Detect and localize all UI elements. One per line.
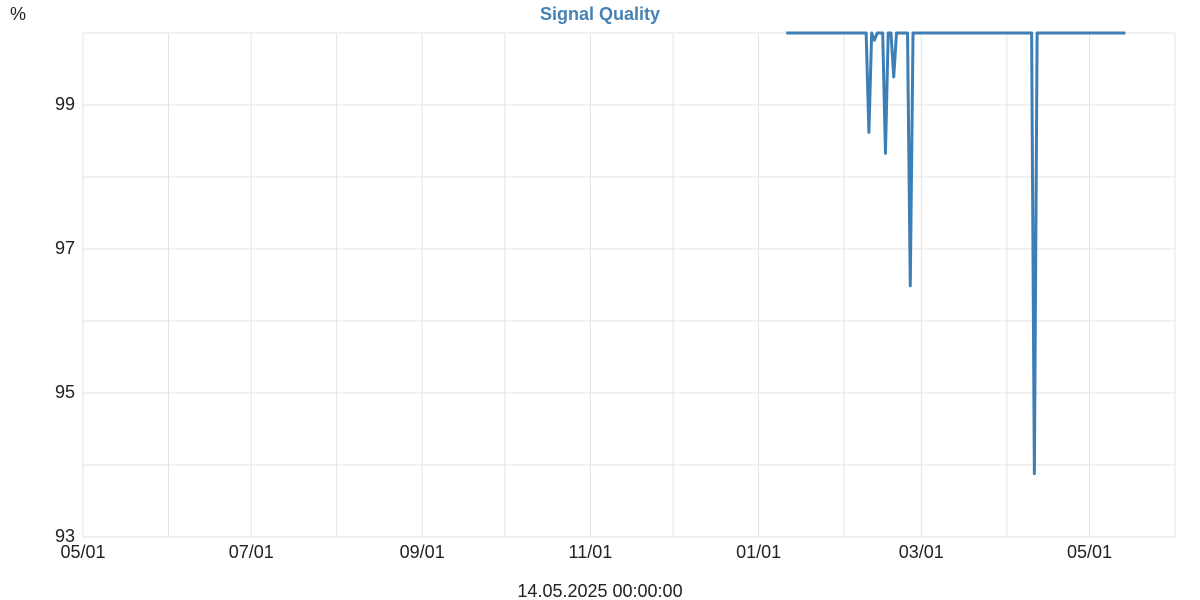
x-tick-label: 03/01 bbox=[899, 542, 944, 562]
line-series bbox=[786, 31, 1126, 476]
y-tick-label: 93 bbox=[55, 526, 75, 546]
x-tick-label: 09/01 bbox=[400, 542, 445, 562]
y-tick-label: 95 bbox=[55, 382, 75, 402]
x-tick-label: 05/01 bbox=[60, 542, 105, 562]
x-tick-label: 07/01 bbox=[229, 542, 274, 562]
y-axis-label: % bbox=[10, 4, 26, 24]
x-tick-label: 01/01 bbox=[736, 542, 781, 562]
y-tick-label: 97 bbox=[55, 238, 75, 258]
x-axis-label: 14.05.2025 00:00:00 bbox=[517, 581, 682, 600]
x-tick-label: 05/01 bbox=[1067, 542, 1112, 562]
x-tick-label: 11/01 bbox=[569, 542, 613, 562]
chart-title: Signal Quality bbox=[540, 4, 660, 24]
y-tick-label: 99 bbox=[55, 94, 75, 114]
